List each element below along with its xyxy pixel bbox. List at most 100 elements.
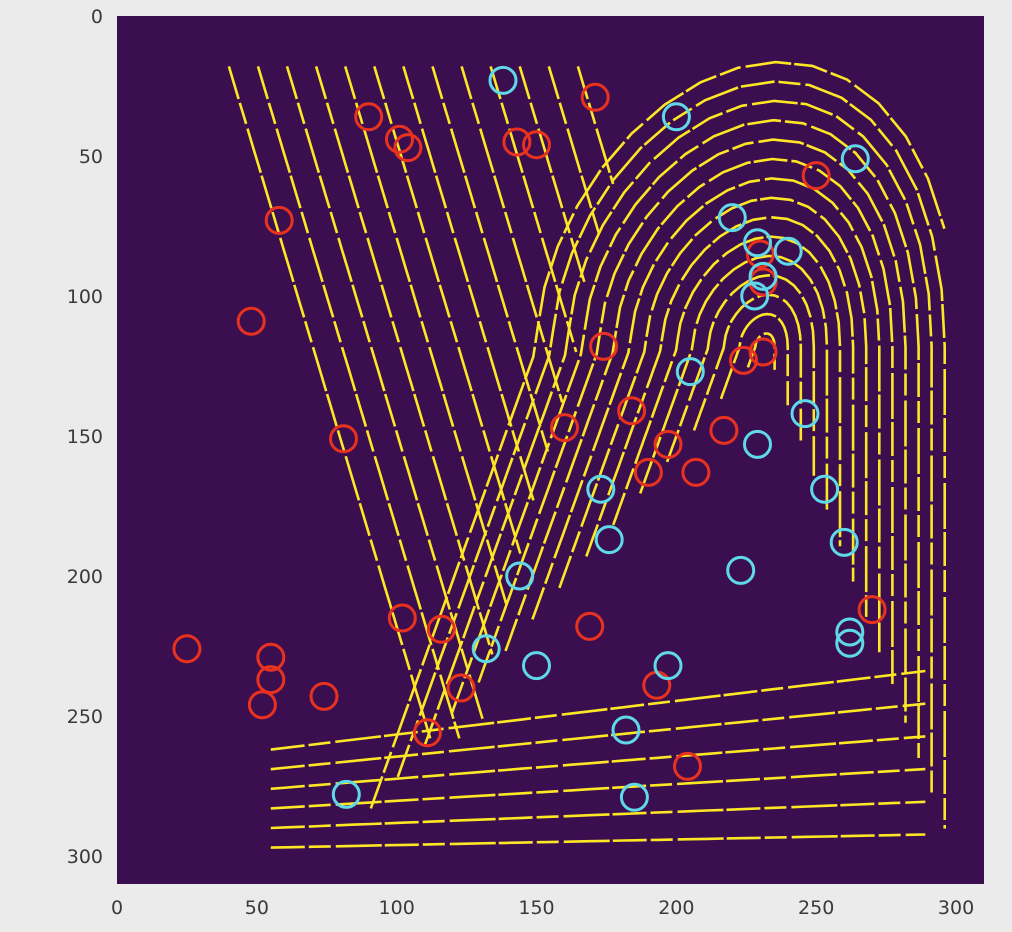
x-tick-label: 100: [379, 897, 415, 919]
ridge-diagonal: [343, 66, 508, 605]
ridge-horizontal: [270, 800, 926, 830]
y-tick-label: 50: [79, 146, 103, 168]
ridge-loop: [477, 138, 907, 723]
termination-marker: [681, 457, 711, 487]
bifurcation-marker: [740, 281, 770, 311]
termination-marker: [256, 665, 286, 695]
ridge-diagonal: [314, 66, 494, 655]
bifurcation-marker: [675, 357, 705, 387]
termination-marker: [589, 331, 619, 361]
termination-marker: [385, 124, 414, 154]
termination-marker: [550, 413, 579, 443]
ridge-diagonal: [576, 66, 615, 185]
bifurcation-marker: [653, 651, 683, 681]
bifurcation-marker: [661, 102, 691, 132]
ridge-diagonal: [402, 66, 536, 504]
termination-marker: [580, 82, 610, 112]
termination-marker: [309, 681, 339, 711]
ridge-loop: [611, 235, 842, 547]
bifurcation-marker: [594, 525, 624, 555]
bifurcation-marker: [840, 144, 870, 174]
bifurcation-marker: [505, 561, 535, 591]
x-tick-label: 250: [798, 897, 834, 919]
ridge-horizontal: [270, 702, 926, 771]
termination-marker: [264, 205, 294, 235]
ridge-horizontal: [270, 833, 926, 849]
bifurcation-marker: [829, 527, 859, 557]
termination-marker: [247, 690, 277, 720]
termination-marker: [633, 457, 663, 487]
bifurcation-marker: [773, 236, 803, 266]
termination-marker: [426, 614, 456, 644]
y-axis: 0 50 100 150 200 250 300: [67, 6, 103, 868]
ridge-diagonal: [489, 66, 578, 353]
bifurcation-marker: [471, 634, 501, 664]
ridge-loop: [585, 215, 855, 582]
termination-marker: [729, 345, 758, 375]
termination-marker: [393, 133, 423, 163]
termination-marker: [354, 102, 384, 132]
x-tick-label: 0: [111, 897, 123, 919]
termination-marker: [172, 634, 202, 664]
termination-marker: [236, 306, 266, 336]
bifurcation-marker: [331, 779, 361, 809]
termination-marker: [653, 429, 683, 459]
ridge-horizontal: [270, 767, 926, 810]
bifurcation-marker: [743, 228, 772, 258]
termination-marker: [329, 424, 358, 454]
ridge-loop: [692, 293, 803, 441]
x-tick-label: 300: [938, 897, 974, 919]
x-tick-label: 50: [245, 897, 269, 919]
ridge-loop: [450, 118, 920, 758]
bifurcation-marker: [586, 474, 616, 504]
bifurcation-marker: [611, 715, 641, 745]
y-tick-label: 0: [91, 6, 103, 28]
minutiae-markers: [172, 65, 887, 812]
termination-marker: [857, 595, 887, 625]
ridge-diagonal: [256, 66, 461, 739]
bifurcation-marker: [790, 399, 820, 429]
bifurcation-marker: [619, 782, 649, 812]
ridge-diagonal: [460, 66, 564, 403]
y-tick-label: 300: [67, 846, 103, 868]
ridge-loop: [369, 60, 946, 809]
ridge-horizontal: [270, 669, 926, 751]
fingerprint-ridges: [227, 60, 946, 849]
bifurcation-marker: [488, 65, 518, 95]
bifurcation-marker: [748, 261, 778, 291]
ridge-loop: [504, 157, 894, 688]
y-tick-label: 250: [67, 706, 103, 728]
ridge-horizontal: [270, 735, 926, 791]
termination-marker: [673, 751, 702, 781]
ridge-diagonal: [227, 66, 432, 739]
ridge-diagonal: [285, 66, 485, 722]
termination-marker: [748, 337, 778, 367]
bifurcation-marker: [717, 203, 747, 233]
termination-marker: [446, 673, 476, 703]
y-tick-label: 150: [67, 426, 103, 448]
ridge-loop: [665, 273, 816, 476]
bifurcation-marker: [743, 429, 772, 459]
y-tick-label: 200: [67, 566, 103, 588]
termination-marker: [412, 718, 442, 748]
ridge-loop: [423, 99, 933, 794]
ridge-loop: [719, 312, 789, 406]
x-tick-label: 200: [658, 897, 694, 919]
termination-marker: [256, 642, 286, 672]
ridge-loop: [396, 80, 946, 829]
termination-marker: [801, 161, 831, 191]
ridge-diagonal: [547, 66, 601, 235]
x-axis: 0 50 100 150 200 250 300: [111, 897, 974, 919]
termination-marker: [387, 603, 417, 633]
bifurcation-marker: [835, 628, 865, 658]
termination-marker: [745, 239, 775, 269]
termination-marker: [502, 127, 532, 157]
termination-marker: [617, 396, 647, 426]
ridge-loop: [531, 177, 881, 653]
ridge-diagonal: [518, 66, 587, 286]
x-tick-label: 150: [518, 897, 554, 919]
termination-marker: [522, 130, 551, 160]
ridge-diagonal: [373, 66, 522, 554]
bifurcation-marker: [835, 617, 865, 647]
